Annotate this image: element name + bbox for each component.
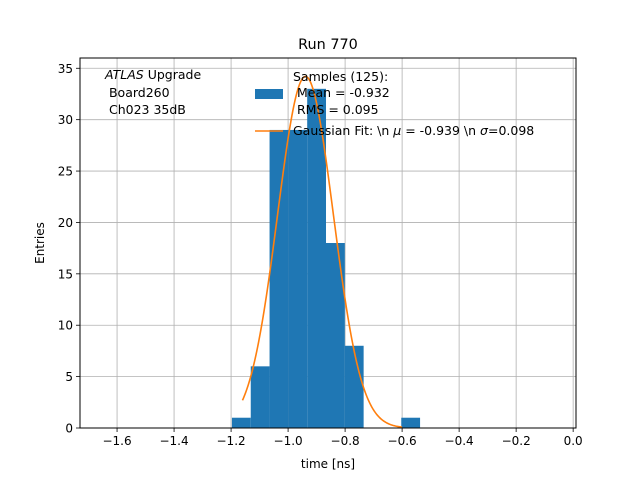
y-tick-label: 0 bbox=[65, 422, 73, 436]
y-tick-label: 30 bbox=[58, 113, 73, 127]
legend-samples-line2: Mean = -0.932 bbox=[293, 85, 390, 100]
upgrade-label: Upgrade bbox=[144, 67, 202, 82]
atlas-annotation: ATLAS Upgrade Board260 Ch023 35dB bbox=[104, 67, 201, 117]
x-tick-label: −1.6 bbox=[102, 434, 131, 448]
histogram-bar bbox=[250, 366, 270, 428]
y-tick-label: 15 bbox=[58, 267, 73, 281]
channel-label: Ch023 35dB bbox=[105, 102, 186, 117]
x-tick-label: 0.0 bbox=[564, 434, 583, 448]
x-tick-label: −0.2 bbox=[502, 434, 531, 448]
histogram-bar bbox=[401, 417, 421, 428]
board-label: Board260 bbox=[105, 85, 170, 100]
legend-samples-line1: Samples (125): bbox=[293, 69, 388, 84]
x-tick-label: −0.6 bbox=[388, 434, 417, 448]
gaussian-fit bbox=[241, 75, 403, 428]
y-tick-label: 10 bbox=[58, 319, 73, 333]
x-tick-label: −1.2 bbox=[217, 434, 246, 448]
histogram-bar bbox=[344, 345, 364, 428]
x-tick-label: −1.0 bbox=[274, 434, 303, 448]
plot-frame bbox=[79, 57, 577, 429]
legend-samples-swatch bbox=[255, 89, 283, 99]
histogram-bar bbox=[288, 129, 308, 428]
x-tick-label: −0.4 bbox=[445, 434, 474, 448]
y-tick-label: 20 bbox=[58, 216, 73, 230]
legend-fit-label: Gaussian Fit: \n μ = -0.939 \n σ=0.098 bbox=[293, 123, 534, 138]
x-axis-label: time [ns] bbox=[301, 457, 355, 471]
histogram-bar bbox=[307, 88, 327, 428]
y-axis-label: Entries bbox=[33, 222, 47, 264]
histogram-bar bbox=[231, 417, 251, 428]
y-tick-label: 25 bbox=[58, 165, 73, 179]
x-axis-ticks: −1.6 −1.4 −1.2 −1.0 −0.8 −0.6 −0.4 −0.2 0.0 bbox=[102, 428, 583, 448]
legend-samples-line3: RMS = 0.095 bbox=[293, 102, 379, 117]
y-axis-ticks: 0 5 10 15 20 25 30 35 bbox=[58, 62, 80, 436]
chart-title: Run 770 bbox=[298, 37, 358, 53]
y-tick-label: 5 bbox=[65, 370, 73, 384]
y-tick-label: 35 bbox=[58, 62, 73, 76]
legend: Samples (125): Mean = -0.932 RMS = 0.095… bbox=[255, 69, 534, 138]
svg-text:ATLAS Upgrade: ATLAS Upgrade bbox=[104, 67, 201, 82]
histogram-bar bbox=[326, 243, 345, 428]
x-tick-label: −1.4 bbox=[159, 434, 188, 448]
x-tick-label: −0.8 bbox=[331, 434, 360, 448]
histogram-bar bbox=[269, 129, 289, 428]
gaussian-fit-line bbox=[241, 75, 403, 428]
histogram-bars bbox=[231, 88, 421, 428]
atlas-label: ATLAS bbox=[104, 67, 144, 82]
